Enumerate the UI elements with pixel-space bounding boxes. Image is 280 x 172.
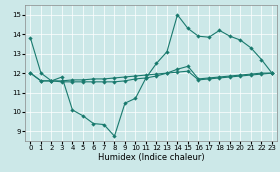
X-axis label: Humidex (Indice chaleur): Humidex (Indice chaleur) bbox=[98, 153, 204, 162]
